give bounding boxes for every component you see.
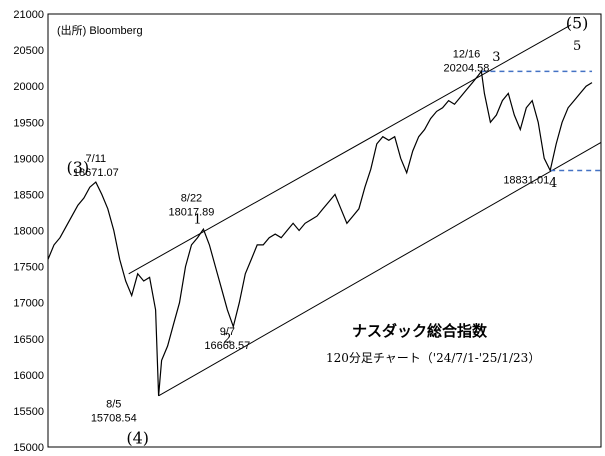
- annotation-value: 18671.07: [73, 167, 119, 179]
- y-tick-label: 15500: [13, 406, 44, 418]
- y-tick-label: 17500: [13, 262, 44, 274]
- wave-label: 5: [573, 39, 581, 54]
- y-tick-label: 17000: [13, 298, 44, 310]
- wave-label: (3): [67, 158, 90, 177]
- annotation-value: 15708.54: [91, 412, 137, 424]
- y-tick-label: 16500: [13, 334, 44, 346]
- wave-labels: (3) (4) (5) 1 2 3 4 5: [67, 13, 589, 447]
- wave-label: 1: [193, 212, 201, 227]
- price-line: [47, 69, 593, 396]
- y-tick-label: 20500: [13, 45, 44, 57]
- annotation-date: 9/7: [220, 326, 235, 338]
- y-tick-label: 15000: [13, 442, 44, 454]
- wave-label: 3: [492, 50, 500, 65]
- annotation-date: 12/16: [453, 48, 481, 60]
- annotation-date: 8/5: [106, 398, 121, 410]
- y-tick-label: 20000: [13, 81, 44, 93]
- chart-subtitle: 120分足チャート（'24/7/1-'25/1/23）: [326, 351, 540, 365]
- annotations: 7/11 18671.07 8/22 18017.89 8/5 15708.54 9/7 16…: [73, 48, 549, 424]
- plot-frame: [47, 13, 602, 448]
- price-series: [47, 69, 593, 396]
- y-tick-label: 21000: [13, 9, 44, 21]
- source-label: (出所) Bloomberg: [57, 23, 143, 37]
- annotation-value: 20204.58: [444, 62, 490, 74]
- wave-label: 4: [549, 176, 557, 191]
- y-tick-label: 18500: [13, 189, 44, 201]
- trend-channel: [128, 24, 602, 397]
- wave-label: (5): [566, 13, 589, 32]
- y-tick-label: 16000: [13, 370, 44, 382]
- annotation-value: 18831.01: [503, 175, 549, 187]
- y-tick-label: 19000: [13, 153, 44, 165]
- annotation-value: 16668.57: [204, 340, 250, 352]
- wave-label: (4): [126, 428, 149, 447]
- wave-label: 2: [223, 331, 231, 346]
- y-tick-label: 18000: [13, 226, 44, 238]
- annotation-date: 8/22: [181, 193, 202, 205]
- y-axis: 15000 15500 16000 16500 17000 17500 18000 18500…: [13, 9, 44, 454]
- annotation-value: 18017.89: [169, 207, 215, 219]
- annotation-date: 7/11: [86, 153, 107, 165]
- level-lines: [481, 70, 601, 172]
- chart-title: ナスダック総合指数: [352, 322, 488, 340]
- channel-line: [128, 24, 572, 275]
- channel-line: [158, 142, 602, 397]
- y-tick-label: 19500: [13, 117, 44, 129]
